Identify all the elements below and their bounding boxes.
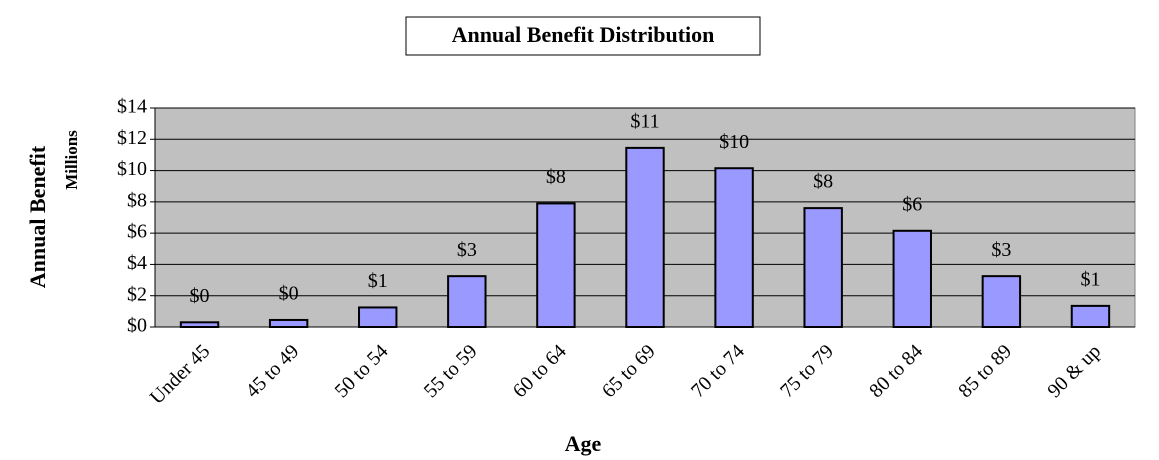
title-box	[405, 16, 761, 56]
x-tick-label: 80 to 84	[865, 340, 927, 402]
x-tick-label: 90 & up	[1043, 340, 1105, 402]
data-label: $3	[457, 239, 477, 261]
bar	[447, 275, 487, 328]
data-label: $8	[546, 166, 566, 188]
chart-title: Annual Benefit Distribution	[452, 22, 715, 47]
y-axis-label: Annual Benefit	[25, 145, 50, 288]
x-tick-label: 75 to 79	[776, 340, 838, 402]
data-label: $0	[190, 285, 210, 307]
y-tick-label: $4	[127, 252, 147, 274]
x-tick-label: 45 to 49	[242, 340, 304, 402]
y-tick-label: $10	[117, 158, 147, 180]
bar	[892, 229, 932, 329]
x-tick-label: 50 to 54	[331, 340, 393, 402]
data-label: $1	[1080, 268, 1100, 290]
y-tick-label: $6	[127, 221, 147, 243]
bar	[803, 207, 843, 328]
bar	[358, 306, 398, 329]
x-tick-label: 85 to 89	[954, 340, 1016, 402]
bar	[179, 321, 220, 328]
data-label: $11	[630, 110, 659, 132]
bar	[268, 318, 309, 329]
y-tick-label: $2	[127, 283, 147, 305]
y-tick-label: $12	[117, 127, 147, 149]
data-label: $8	[813, 171, 833, 193]
bar	[625, 146, 665, 328]
y-unit-label: Millions	[62, 130, 81, 190]
y-tick-label: $14	[117, 96, 147, 118]
data-label: $0	[279, 283, 299, 305]
data-label: $10	[719, 131, 749, 153]
x-tick-label: 60 to 64	[509, 340, 571, 402]
data-label: $3	[991, 239, 1011, 261]
x-tick-label: 65 to 69	[598, 340, 660, 402]
bar	[714, 167, 754, 328]
x-tick-label: 55 to 59	[420, 340, 482, 402]
bar	[1070, 304, 1111, 328]
data-label: $1	[368, 270, 388, 292]
data-label: $6	[902, 193, 922, 215]
x-tick-label: 70 to 74	[687, 340, 749, 402]
x-tick-label: Under 45	[146, 340, 215, 409]
y-tick-label: $8	[127, 189, 147, 211]
x-axis-label: Age	[565, 431, 602, 456]
y-tick-label: $0	[127, 315, 147, 337]
bar	[981, 275, 1022, 328]
bar	[536, 202, 576, 329]
